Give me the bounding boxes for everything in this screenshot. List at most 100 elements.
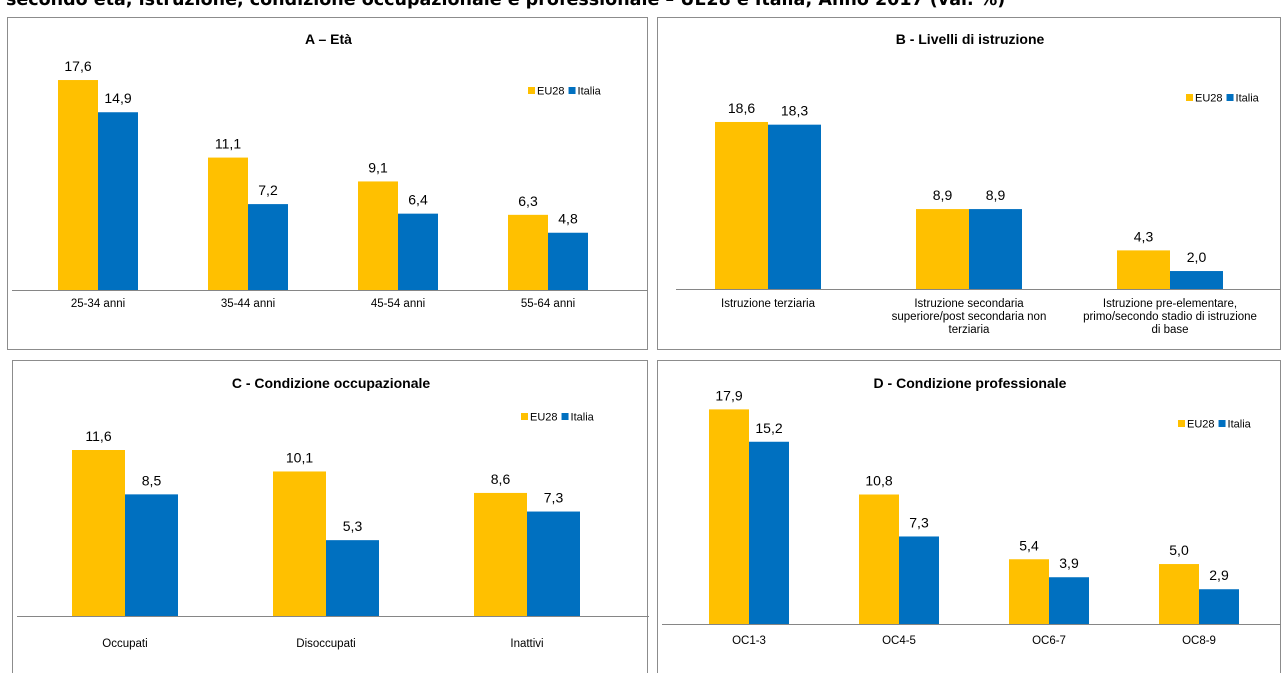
bar-italia-3 [1049,577,1089,624]
legend-label-italia: Italia [571,412,595,424]
legend: EU28 Italia [1178,419,1252,431]
chart-title: B - Livelli di istruzione [896,31,1045,47]
data-label-italia-3: 2,0 [1187,249,1207,265]
bar-italia-2 [248,204,288,290]
data-label-italia-2: 7,2 [258,182,278,198]
category-label: 25-34 anni [71,298,125,310]
data-label-italia-2: 5,3 [343,518,363,534]
chart-title: C - Condizione occupazionale [232,375,431,391]
chart-age: A – Età 17,6 14,9 25-34 anni 11,1 7,2 35-44 an… [12,31,648,310]
legend-label-eu28: EU28 [530,412,558,424]
legend-label-italia: Italia [1228,419,1252,431]
chart-education: B - Livelli di istruzione 18,6 18,3 Istruzi… [676,31,1281,336]
bar-italia-1 [125,494,178,616]
data-label-italia-2: 7,3 [909,514,929,530]
data-label-eu28-4: 6,3 [518,193,538,209]
bar-eu28-1 [58,80,98,290]
data-label-italia-4: 4,8 [558,211,578,227]
data-label-italia-1: 8,5 [142,472,162,488]
category-label: di base [1151,324,1188,336]
legend: EU28 Italia [1186,93,1260,105]
legend-swatch-italia [1218,420,1226,427]
chart-panel-age: A – Età 17,6 14,9 25-34 anni 11,1 7,2 35-44 an… [7,17,648,350]
category-label: terziaria [949,324,991,336]
data-label-eu28-2: 10,1 [286,449,313,465]
bar-eu28-1 [709,409,749,624]
data-label-italia-1: 18,3 [781,103,808,119]
bar-italia-1 [749,441,789,624]
data-label-italia-3: 7,3 [544,490,564,506]
legend: EU28 Italia [521,412,595,424]
bar-eu28-2 [916,209,969,289]
data-label-eu28-3: 8,6 [491,471,511,487]
legend-swatch-italia [561,413,569,420]
bar-eu28-2 [859,494,899,624]
bar-italia-2 [326,540,379,616]
bar-italia-4 [548,232,588,290]
bar-eu28-3 [1117,250,1170,289]
data-label-eu28-2: 11,1 [215,136,241,152]
bar-eu28-1 [715,121,768,289]
bar-eu28-3 [1009,559,1049,624]
category-label: Disoccupati [296,638,355,650]
bar-italia-2 [899,536,939,624]
bar-italia-2 [969,209,1022,289]
data-label-eu28-1: 17,9 [715,387,742,403]
legend-swatch-eu28 [1178,420,1185,427]
legend-label-eu28: EU28 [1195,93,1223,105]
category-label: OC6-7 [1032,635,1066,647]
data-label-eu28-3: 5,4 [1019,537,1039,553]
legend-label-italia: Italia [1236,93,1260,105]
category-label: superiore/post secondaria non [892,311,1047,323]
data-label-italia-4: 2,9 [1209,567,1229,583]
legend-swatch-italia [568,87,576,94]
category-label: OC1-3 [732,635,766,647]
bar-italia-1 [98,112,138,290]
category-label: 45-54 anni [371,298,425,310]
category-label: Istruzione pre-elementare, [1103,298,1237,310]
legend-swatch-eu28 [521,413,528,420]
bar-italia-3 [398,213,438,290]
category-label: OC4-5 [882,635,916,647]
bar-italia-3 [1170,271,1223,289]
chart-employment: C - Condizione occupazionale 11,6 8,5 Occup… [17,375,649,650]
legend-label-eu28: EU28 [1187,419,1215,431]
chart-title: A – Età [305,31,352,47]
data-label-eu28-1: 11,6 [85,428,111,444]
bar-eu28-2 [208,157,248,290]
bar-eu28-3 [474,492,527,616]
chart-occupation: D - Condizione professionale 17,9 15,2 OC1-… [662,375,1281,647]
category-label: 55-64 anni [521,298,575,310]
bar-italia-1 [768,124,821,289]
legend-label-italia: Italia [578,86,602,98]
bar-eu28-2 [273,471,326,616]
legend: EU28 Italia [528,86,602,98]
category-label: OC8-9 [1182,635,1216,647]
data-label-italia-3: 3,9 [1059,555,1079,571]
page-title: secondo età, istruzione, condizione occu… [6,0,1006,10]
chart-panel-employment: C - Condizione occupazionale 11,6 8,5 Occup… [12,360,649,673]
category-label: Istruzione terziaria [721,298,816,310]
chart-panel-occupation: D - Condizione professionale 17,9 15,2 OC1-… [657,360,1281,673]
bar-italia-4 [1199,589,1239,624]
bar-eu28-4 [508,214,548,290]
data-label-italia-2: 8,9 [986,187,1006,203]
chart-title: D - Condizione professionale [874,375,1067,391]
legend-swatch-eu28 [528,87,535,94]
data-label-eu28-2: 10,8 [865,473,892,489]
legend-label-eu28: EU28 [537,86,565,98]
data-label-eu28-4: 5,0 [1169,542,1189,558]
bar-eu28-4 [1159,564,1199,624]
category-label: Occupati [102,638,147,650]
data-label-italia-3: 6,4 [408,192,428,208]
bar-italia-3 [527,511,580,616]
data-label-eu28-2: 8,9 [933,187,953,203]
data-label-eu28-3: 4,3 [1134,228,1154,244]
category-label: Istruzione secondaria [914,298,1024,310]
category-label: primo/secondo stadio di istruzione [1083,311,1257,323]
legend-swatch-eu28 [1186,94,1193,101]
bar-eu28-1 [72,450,125,616]
data-label-eu28-3: 9,1 [368,159,388,175]
chart-panel-education: B - Livelli di istruzione 18,6 18,3 Istruzi… [657,17,1281,350]
category-label: Inattivi [510,638,543,650]
